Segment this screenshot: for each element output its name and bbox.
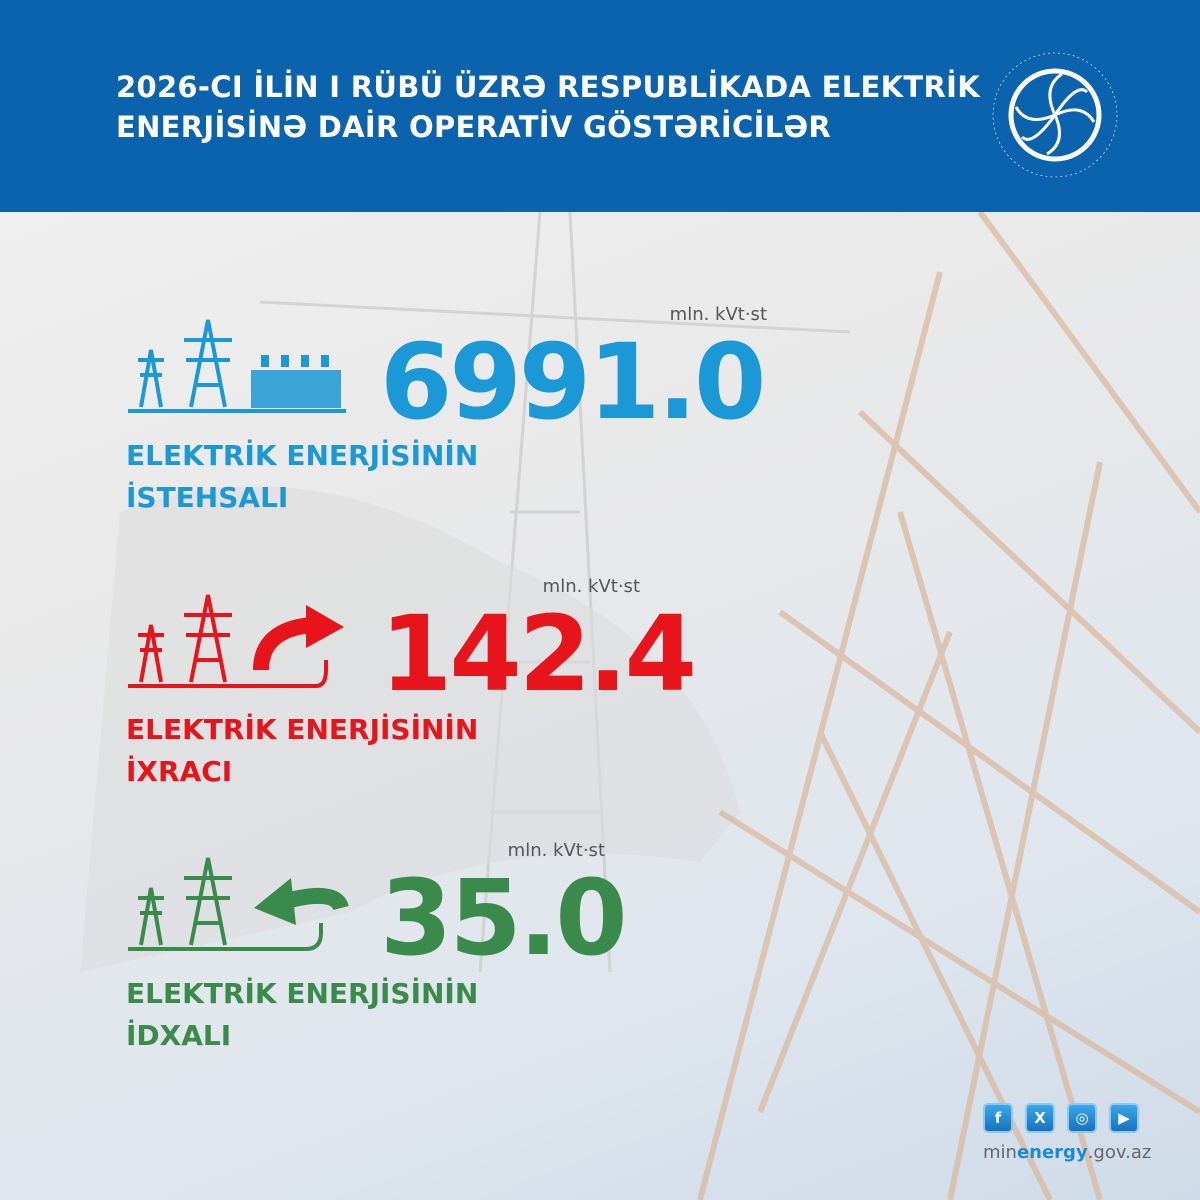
x-twitter-icon[interactable]: X	[1025, 1103, 1055, 1133]
site-brand: energy	[1016, 1142, 1088, 1163]
page-title-line2: ENERJİSİNƏ DAİR OPERATİV GÖSTƏRİCİLƏR	[116, 110, 832, 144]
export-label-line1: ELEKTRİK ENERJİSİNİN	[126, 713, 479, 746]
ministry-logo	[992, 52, 1118, 178]
youtube-icon[interactable]: ▶	[1109, 1103, 1139, 1133]
production-unit: mln. kVt·st	[669, 304, 767, 325]
power-tower-import-arrow-icon	[128, 857, 349, 951]
background-power-towers	[80, 212, 1200, 1200]
production-value: 6991.0	[380, 321, 766, 443]
page-title-line1: 2026-CI İLİN I RÜBÜ ÜZRƏ RESPUBLİKADA EL…	[116, 70, 980, 104]
import-value: 35.0	[380, 857, 628, 979]
export-value: 142.4	[380, 593, 697, 715]
header-banner: 2026-CI İLİN I RÜBÜ ÜZRƏ RESPUBLİKADA EL…	[0, 0, 1200, 212]
import-label-line2: İDXALI	[126, 1019, 232, 1052]
site-suffix: .gov.az	[1087, 1142, 1152, 1163]
export-unit: mln. kVt·st	[542, 576, 640, 597]
production-label-line1: ELEKTRİK ENERJİSİNİN	[126, 439, 479, 472]
website-link[interactable]: minenergy.gov.az	[983, 1142, 1151, 1163]
import-label-line1: ELEKTRİK ENERJİSİNİN	[126, 977, 479, 1010]
power-tower-transformer-icon	[128, 319, 346, 413]
power-tower-export-arrow-icon	[128, 594, 344, 688]
production-label-line2: İSTEHSALI	[126, 481, 289, 514]
social-links: f X ◎ ▶	[983, 1103, 1139, 1133]
facebook-icon[interactable]: f	[983, 1103, 1013, 1133]
import-unit: mln. kVt·st	[507, 840, 605, 861]
instagram-icon[interactable]: ◎	[1067, 1103, 1097, 1133]
site-prefix: min	[983, 1142, 1017, 1163]
export-label-line2: İXRACI	[126, 755, 233, 788]
